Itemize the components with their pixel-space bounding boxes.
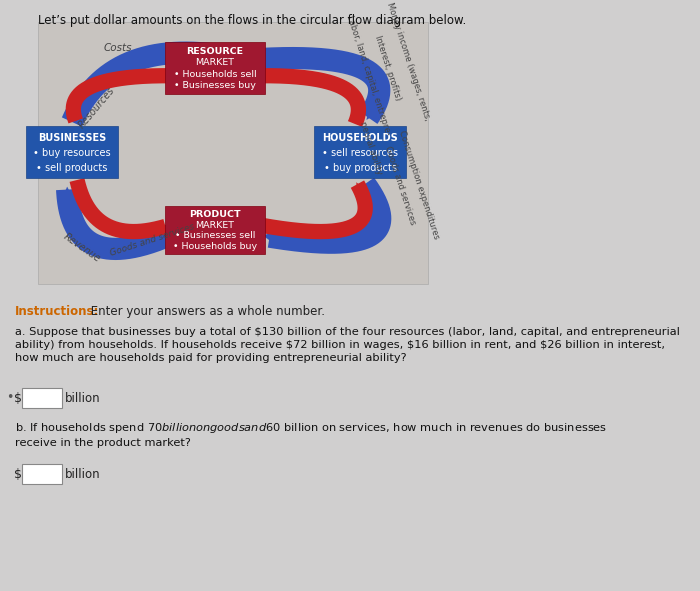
Text: • buy resources: • buy resources (33, 148, 111, 158)
Text: BUSINESSES: BUSINESSES (38, 133, 106, 143)
Text: • Businesses sell: • Businesses sell (175, 231, 256, 241)
Text: Labor, land, capital, entrepre-: Labor, land, capital, entrepre- (345, 14, 392, 136)
Text: $: $ (14, 467, 22, 480)
Text: • sell products: • sell products (36, 163, 108, 173)
Text: billion: billion (65, 391, 101, 404)
FancyBboxPatch shape (38, 22, 428, 284)
Text: Interest, profits): Interest, profits) (373, 34, 402, 102)
Text: a. Suppose that businesses buy a total of $130 billion of the four resources (la: a. Suppose that businesses buy a total o… (15, 327, 680, 363)
Text: RESOURCE: RESOURCE (186, 47, 244, 56)
Text: • sell resources: • sell resources (322, 148, 398, 158)
Text: HOUSEHOLDS: HOUSEHOLDS (322, 133, 398, 143)
Text: billion: billion (65, 467, 101, 480)
Text: Instructions:: Instructions: (15, 305, 99, 318)
Text: $: $ (14, 391, 22, 404)
Text: b. If households spend $70 billion on goods and $60 billion on services, how muc: b. If households spend $70 billion on go… (15, 421, 608, 448)
Text: Resources: Resources (77, 86, 117, 131)
FancyBboxPatch shape (165, 206, 265, 254)
Text: Revenue: Revenue (62, 232, 102, 264)
Text: PRODUCT: PRODUCT (189, 210, 241, 219)
Text: Money income (wages, rents,: Money income (wages, rents, (385, 2, 432, 122)
Text: •: • (6, 391, 14, 404)
FancyBboxPatch shape (314, 126, 406, 178)
Text: neural ability: neural ability (358, 120, 384, 176)
Text: • Businesses buy: • Businesses buy (174, 82, 256, 90)
Text: Let’s put dollar amounts on the flows in the circular flow diagram below.: Let’s put dollar amounts on the flows in… (38, 14, 466, 27)
FancyBboxPatch shape (22, 388, 62, 408)
Text: MARKET: MARKET (195, 220, 234, 230)
FancyBboxPatch shape (26, 126, 118, 178)
Text: Costs: Costs (104, 43, 132, 53)
Text: • buy products: • buy products (323, 163, 396, 173)
FancyBboxPatch shape (165, 42, 265, 94)
Text: Goods and services: Goods and services (383, 144, 417, 226)
FancyBboxPatch shape (22, 464, 62, 484)
Text: Enter your answers as a whole number.: Enter your answers as a whole number. (87, 305, 325, 318)
Text: • Households buy: • Households buy (173, 242, 257, 251)
Text: Consumption expenditures: Consumption expenditures (397, 129, 441, 241)
Text: MARKET: MARKET (195, 59, 234, 67)
Text: Goods and services: Goods and services (108, 222, 195, 258)
Text: • Households sell: • Households sell (174, 70, 256, 79)
